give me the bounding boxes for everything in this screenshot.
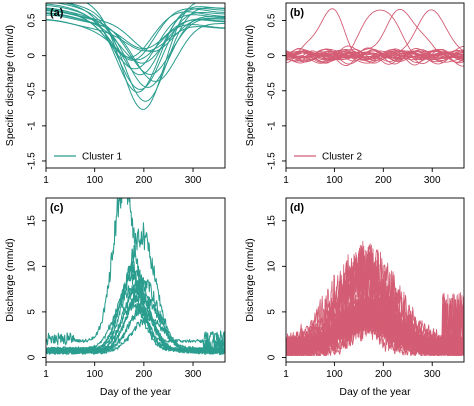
y-tick-label: -0.5 [267, 82, 278, 100]
series-line [86, 3, 196, 110]
panel-a: 1 100 200 300 -1.5 -1 -0.5 0 0.5 Specific dischar… [4, 2, 226, 186]
y-tick-label: 0 [267, 52, 278, 58]
panel-label: (d) [290, 202, 304, 214]
panel-d: 1 100 200 300 0 5 10 15 Discharge (mm/d) Day of t… [244, 197, 465, 398]
x-tick-label: 100 [326, 369, 343, 380]
x-tick-label: 1 [43, 175, 49, 186]
series-line [46, 14, 225, 82]
series-line [286, 290, 464, 350]
panel-label: (a) [50, 7, 64, 19]
x-tick-label: 200 [375, 175, 392, 186]
legend-label: Cluster 1 [82, 152, 122, 163]
panel-label: (c) [50, 202, 64, 214]
series-line [46, 13, 225, 50]
y-tick-label: 10 [27, 260, 38, 272]
x-tick-label: 200 [136, 175, 153, 186]
series-line [46, 19, 225, 52]
series-line [286, 50, 464, 64]
y-tick-label: -1 [27, 121, 38, 130]
y-tick-label: 0 [27, 354, 38, 360]
x-tick-label: 200 [136, 369, 153, 380]
y-tick-label: 15 [267, 215, 278, 227]
panel-c: 1 100 200 300 0 5 10 15 Discharge (mm/d) Day of t… [4, 197, 226, 398]
series-line [65, 3, 225, 93]
x-tick-label: 300 [185, 175, 202, 186]
series-group [46, 3, 225, 110]
series-line [46, 315, 225, 356]
series-line [46, 7, 225, 58]
x-tick-label: 1 [283, 369, 289, 380]
y-tick-label: -0.5 [27, 82, 38, 100]
plot-frame [285, 197, 465, 363]
series-line [46, 301, 225, 353]
series-line [46, 198, 225, 346]
x-tick-label: 100 [86, 369, 103, 380]
y-tick-label: -1 [267, 121, 278, 130]
y-axis-label: Discharge (mm/d) [244, 238, 256, 321]
series-line [46, 9, 225, 53]
x-tick-label: 1 [283, 175, 289, 186]
series-line [286, 293, 464, 350]
y-axis-label: Discharge (mm/d) [4, 238, 16, 321]
y-tick-label: 5 [27, 309, 38, 315]
series-line [46, 5, 225, 90]
y-axis-label: Specific discharge (mm/d) [244, 25, 256, 146]
y-axis-label: Specific discharge (mm/d) [4, 25, 16, 146]
y-tick-label: 0 [27, 52, 38, 58]
x-tick-label: 100 [86, 175, 103, 186]
y-tick-label: -1.5 [27, 152, 38, 170]
y-tick-label: 5 [267, 309, 278, 315]
series-group [46, 198, 225, 356]
y-tick-label: 0.5 [267, 13, 278, 27]
plot-frame [285, 2, 465, 169]
x-tick-label: 300 [424, 175, 441, 186]
series-group [286, 240, 464, 357]
series-line [286, 48, 464, 63]
x-axis-label: Day of the year [339, 386, 411, 398]
x-tick-label: 100 [326, 175, 343, 186]
x-tick-label: 300 [185, 369, 202, 380]
series-line [286, 50, 464, 62]
panel-label: (b) [290, 7, 304, 19]
plot-frame [45, 197, 226, 363]
y-tick-label: 0 [267, 354, 278, 360]
y-tick-label: -1.5 [267, 152, 278, 170]
x-tick-label: 1 [43, 369, 49, 380]
series-group [286, 8, 464, 67]
series-line [46, 289, 225, 354]
plot-frame [45, 2, 226, 169]
y-tick-label: 10 [267, 260, 278, 272]
y-tick-label: 15 [27, 215, 38, 227]
x-tick-label: 300 [424, 369, 441, 380]
x-axis-label: Day of the year [100, 386, 172, 398]
y-tick-label: 0.5 [27, 13, 38, 27]
x-tick-label: 200 [375, 369, 392, 380]
series-line [46, 19, 225, 61]
legend-label: Cluster 2 [322, 152, 362, 163]
panel-b: 1 100 200 300 -1.5 -1 -0.5 0 0.5 Specific dischar… [244, 2, 465, 186]
